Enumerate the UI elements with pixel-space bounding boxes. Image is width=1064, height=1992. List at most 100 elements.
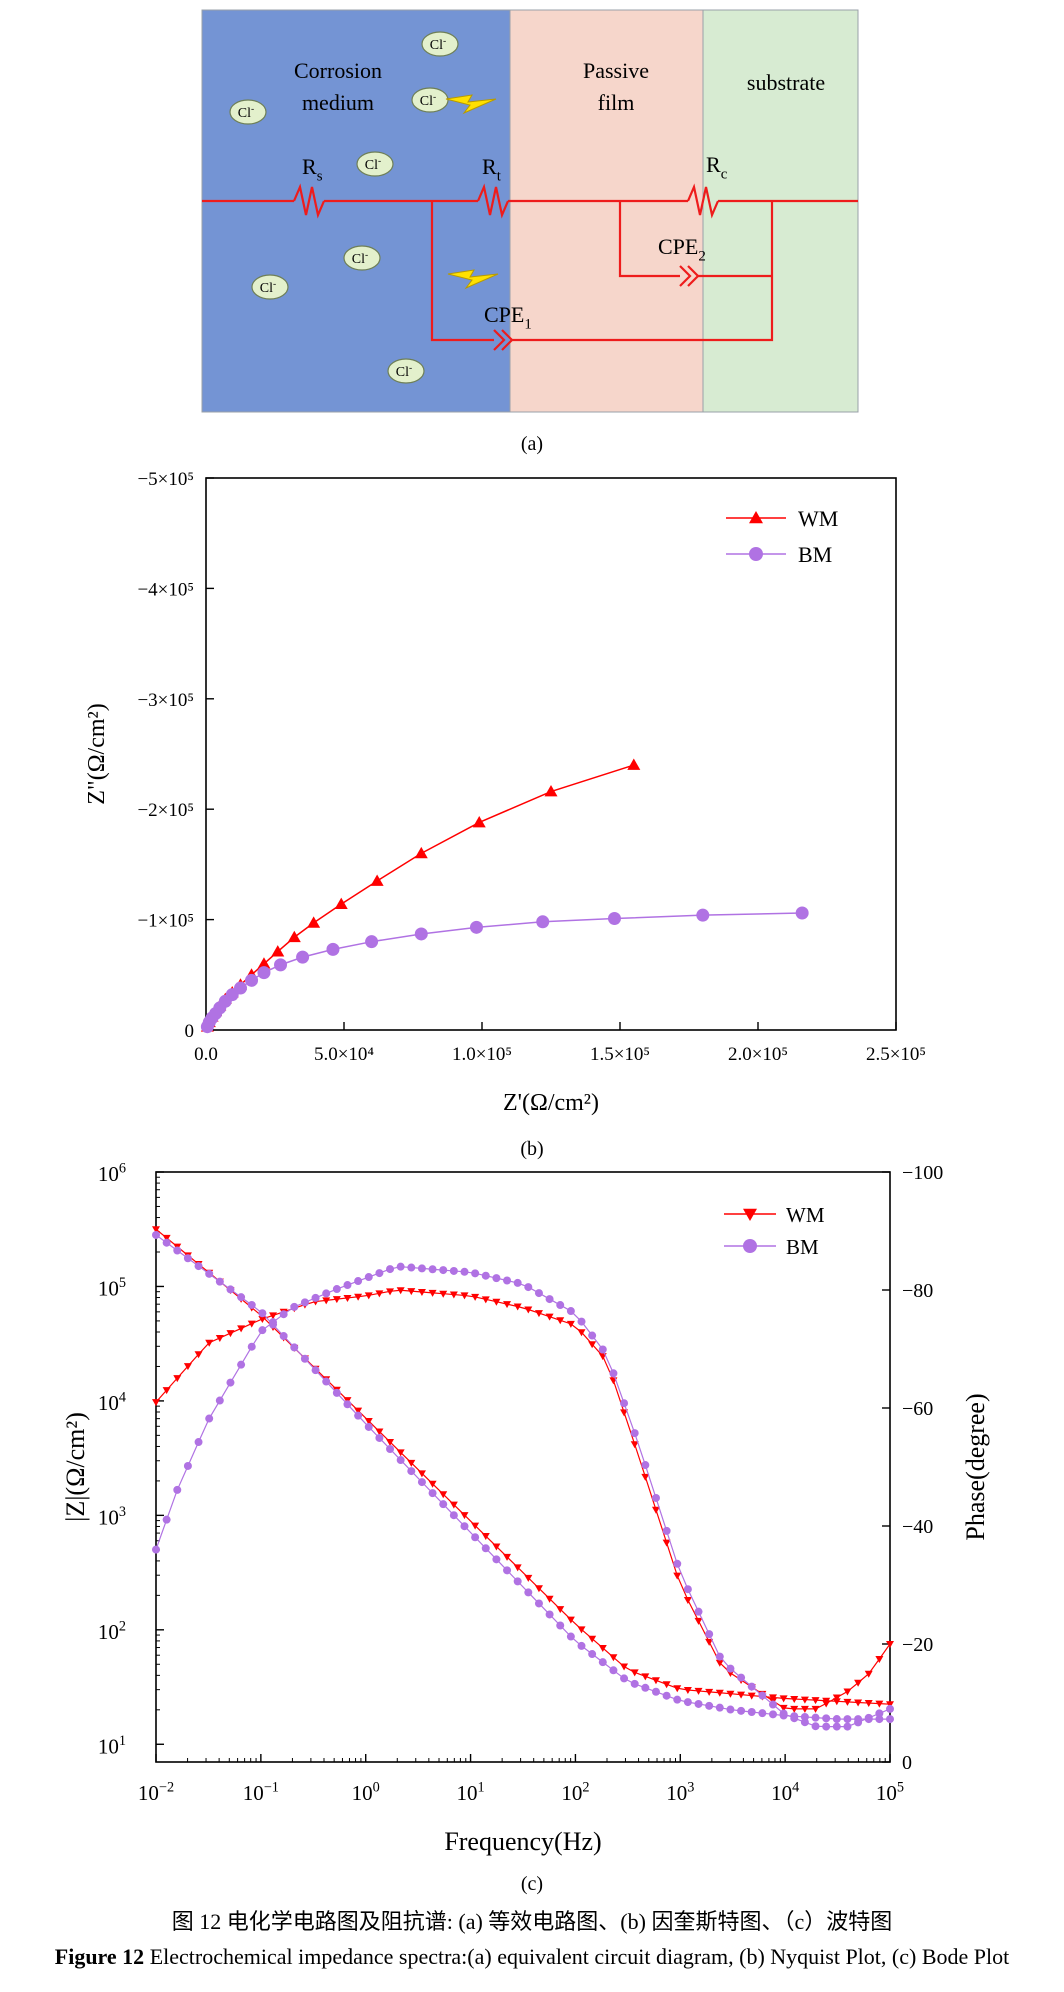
phase-point-wm: [843, 1688, 852, 1696]
data-point-bm: [245, 973, 259, 987]
y-tick-label-main: 10: [98, 1391, 119, 1415]
phase-point-wm: [364, 1292, 373, 1300]
x-tick-label: 0.0: [194, 1044, 218, 1065]
phase-point-wm: [460, 1292, 469, 1300]
y-tick-label: 104: [98, 1390, 126, 1415]
y2-tick-label: −20: [902, 1634, 933, 1656]
x-tick-label-sup: 5: [897, 1780, 904, 1796]
phase-point-wm: [534, 1310, 543, 1318]
modulus-point-bm: [768, 1710, 777, 1719]
phase-point-wm: [854, 1679, 863, 1687]
panel-a-label: (a): [521, 433, 543, 455]
modulus-point-wm: [354, 1407, 363, 1415]
modulus-point-bm: [503, 1566, 512, 1575]
chloride-ion-label-sup: -: [443, 36, 446, 46]
chloride-ion: [356, 151, 394, 177]
phase-point-wm: [194, 1351, 203, 1359]
data-point-bm: [274, 958, 288, 972]
phase-point-bm: [481, 1271, 490, 1280]
y-tick-label-main: 10: [98, 1276, 119, 1300]
data-point-bm: [795, 906, 809, 920]
phase-point-bm: [758, 1691, 767, 1700]
phase-point-bm: [311, 1293, 320, 1302]
plot-frame: [155, 1171, 891, 1763]
phase-point-wm: [226, 1330, 235, 1338]
phase-point-bm: [662, 1526, 671, 1535]
phase-point-bm: [332, 1285, 341, 1294]
modulus-point-bm: [620, 1674, 629, 1683]
modulus-point-bm: [513, 1577, 522, 1586]
phase-point-bm: [737, 1673, 746, 1682]
modulus-point-bm: [556, 1621, 565, 1630]
resistor-rs: [292, 183, 326, 219]
x-tick-label-main: 10: [243, 1781, 264, 1805]
modulus-point-wm: [694, 1687, 703, 1695]
y-tick-label: 105: [98, 1275, 126, 1300]
modulus-point-bm: [300, 1354, 309, 1363]
modulus-point-wm: [790, 1695, 799, 1703]
y-axis-title: |Z|(Ω/cm²): [61, 1412, 90, 1522]
y-tick-label: 106: [98, 1161, 126, 1186]
modulus-line-wm: [155, 1228, 891, 1705]
modulus-point-bm: [694, 1699, 703, 1708]
phase-point-wm: [790, 1705, 799, 1713]
modulus-point-bm: [152, 1230, 160, 1239]
modulus-point-wm: [662, 1681, 671, 1689]
modulus-point-wm: [556, 1606, 565, 1614]
modulus-point-wm: [854, 1699, 863, 1707]
x-tick-label: 10−2: [138, 1780, 174, 1805]
modulus-point-bm: [322, 1377, 331, 1386]
data-point-bm: [536, 915, 550, 929]
x-tick-label-sup: 2: [582, 1780, 589, 1796]
phase-point-wm: [215, 1334, 224, 1342]
phase-point-wm: [588, 1341, 597, 1349]
phase-point-bm: [417, 1264, 426, 1273]
panel-b-nyquist-plot: 0.0 5.0×10⁴ 1.0×10⁵ 1.5×10⁵ 2.0×10⁵ 2.5×10⁵ 0 −…: [84, 469, 926, 1160]
y-tick-label: 101: [98, 1733, 126, 1758]
phase-point-bm: [183, 1461, 192, 1470]
phase-point-bm: [492, 1274, 501, 1283]
chloride-ion-label-main: Cl: [238, 106, 251, 121]
data-point-bm: [696, 908, 710, 922]
modulus-point-wm: [513, 1564, 522, 1572]
x-tick-label: 2.5×10⁵: [866, 1044, 926, 1065]
modulus-point-bm: [247, 1300, 256, 1309]
phase-point-wm: [832, 1694, 841, 1702]
phase-point-wm: [173, 1375, 182, 1383]
phase-point-bm: [630, 1429, 639, 1438]
region-label: substrate: [747, 70, 825, 95]
data-point-wm: [414, 846, 428, 859]
y-tick-label-sup: 3: [119, 1504, 126, 1520]
chloride-ion-label-sup: -: [251, 104, 254, 114]
modulus-point-bm: [290, 1343, 299, 1352]
modulus-point-wm: [800, 1696, 809, 1704]
phase-point-wm: [396, 1287, 405, 1295]
x-tick-label: 10−1: [243, 1780, 279, 1805]
modulus-point-wm: [481, 1533, 490, 1541]
modulus-point-wm: [364, 1418, 373, 1426]
modulus-point-wm: [705, 1688, 714, 1696]
phase-point-wm: [386, 1288, 395, 1296]
modulus-point-wm: [162, 1234, 171, 1242]
region-label: film: [598, 90, 635, 115]
phase-point-bm: [226, 1378, 235, 1387]
series-line-wm: [206, 764, 635, 1027]
phase-point-wm: [492, 1298, 501, 1306]
y-tick-label-sup: 4: [119, 1390, 126, 1406]
data-point-wm: [257, 957, 271, 969]
data-point-wm: [334, 897, 348, 910]
resistor-rc: [686, 183, 720, 219]
modulus-point-wm: [588, 1635, 597, 1643]
modulus-point-bm: [205, 1269, 214, 1278]
modulus-point-bm: [396, 1456, 405, 1465]
modulus-point-bm: [364, 1422, 373, 1431]
phase-point-wm: [673, 1572, 682, 1580]
legend-label-wm: WM: [786, 1203, 825, 1227]
chloride-ion-label-main: Cl: [260, 281, 273, 296]
y-tick-label: −3×10⁵: [137, 690, 194, 711]
modulus-point-wm: [503, 1553, 512, 1561]
y2-tick-label: −40: [902, 1516, 933, 1538]
panel-a-circuit-diagram: CorrosionmediumPassivefilmsubstrateCl-Cl…: [201, 9, 859, 455]
x-axis-title: Z'(Ω/cm²): [503, 1090, 599, 1116]
phase-point-bm: [524, 1283, 533, 1292]
